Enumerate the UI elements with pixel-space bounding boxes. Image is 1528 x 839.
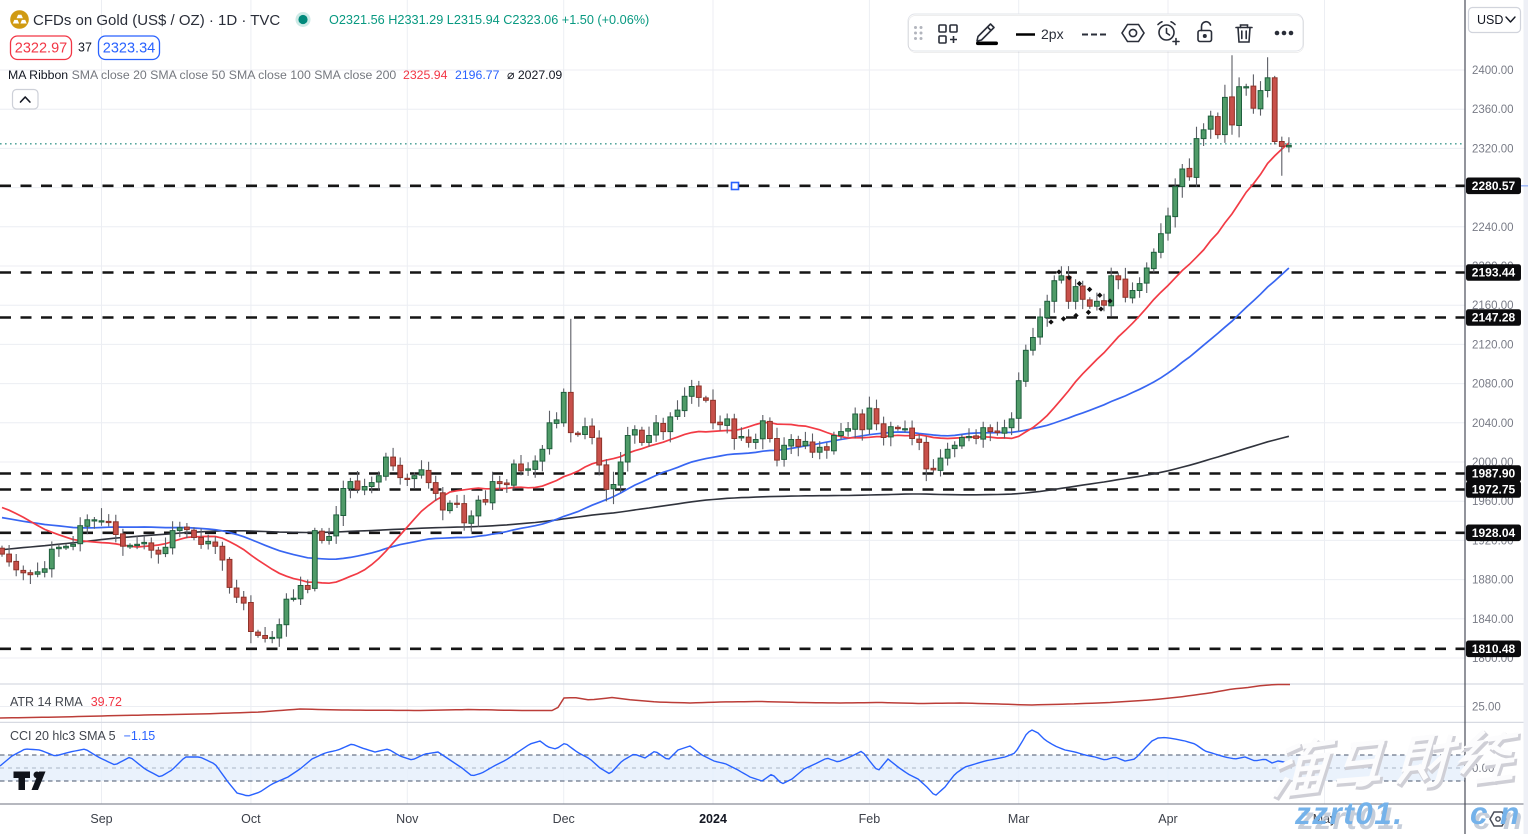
svg-text:Feb: Feb: [859, 812, 881, 826]
svg-text:2px: 2px: [1041, 26, 1064, 42]
svg-text:2147.28: 2147.28: [1472, 311, 1516, 325]
svg-text:2240.00: 2240.00: [1472, 222, 1514, 234]
svg-text:CCI 20 hlc3 SMA 5−1.15: CCI 20 hlc3 SMA 5−1.15: [10, 729, 155, 743]
svg-text:Nov: Nov: [396, 812, 419, 826]
svg-text:2024: 2024: [699, 812, 727, 826]
svg-text:2325.94: 2325.94: [403, 68, 448, 82]
svg-text:Oct: Oct: [241, 812, 261, 826]
svg-text:1810.48: 1810.48: [1472, 642, 1516, 656]
svg-text:2400.00: 2400.00: [1472, 65, 1514, 77]
svg-text:Sep: Sep: [90, 812, 112, 826]
svg-text:2320.00: 2320.00: [1472, 143, 1514, 155]
svg-text:Apr: Apr: [1158, 812, 1177, 826]
svg-text:CFDs on Gold (US$ / OZ) · 1D ·: CFDs on Gold (US$ / OZ) · 1D · TVC: [33, 12, 280, 29]
svg-text:2322.97: 2322.97: [15, 41, 67, 57]
svg-text:1928.04: 1928.04: [1472, 526, 1516, 540]
svg-text:O2321.56 H2331.29 L2315.94 C23: O2321.56 H2331.29 L2315.94 C2323.06 +1.5…: [329, 13, 649, 27]
svg-text:Dec: Dec: [553, 812, 575, 826]
svg-text:1972.75: 1972.75: [1472, 483, 1516, 497]
svg-text:1960.00: 1960.00: [1472, 496, 1514, 508]
svg-text:2196.77: 2196.77: [455, 68, 500, 82]
svg-text:Mar: Mar: [1008, 812, 1030, 826]
svg-text:2080.00: 2080.00: [1472, 379, 1514, 391]
svg-text:MA Ribbon SMA close 20 SMA clo: MA Ribbon SMA close 20 SMA close 50 SMA …: [8, 68, 396, 82]
svg-text:1840.00: 1840.00: [1472, 614, 1514, 626]
svg-text:1880.00: 1880.00: [1472, 575, 1514, 587]
svg-text:2323.34: 2323.34: [103, 41, 155, 57]
svg-text:⌀ 2027.09: ⌀ 2027.09: [507, 68, 562, 82]
svg-text:c: c: [1470, 795, 1489, 831]
svg-text:zzrt01.: zzrt01.: [1294, 795, 1404, 831]
svg-text:2040.00: 2040.00: [1472, 418, 1514, 430]
svg-text:25.00: 25.00: [1472, 702, 1501, 714]
svg-text:1987.90: 1987.90: [1472, 467, 1516, 481]
svg-text:n: n: [1500, 795, 1521, 831]
svg-text:2120.00: 2120.00: [1472, 339, 1514, 351]
svg-text:2193.44: 2193.44: [1472, 266, 1516, 280]
svg-text:2360.00: 2360.00: [1472, 104, 1514, 116]
svg-text:37: 37: [78, 41, 92, 55]
svg-text:2280.57: 2280.57: [1472, 179, 1516, 193]
svg-text:USD: USD: [1477, 13, 1503, 27]
